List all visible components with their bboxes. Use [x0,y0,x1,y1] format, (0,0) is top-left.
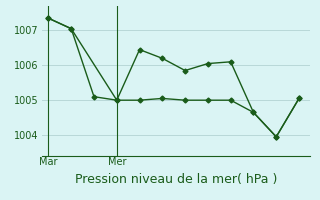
X-axis label: Pression niveau de la mer( hPa ): Pression niveau de la mer( hPa ) [75,173,277,186]
